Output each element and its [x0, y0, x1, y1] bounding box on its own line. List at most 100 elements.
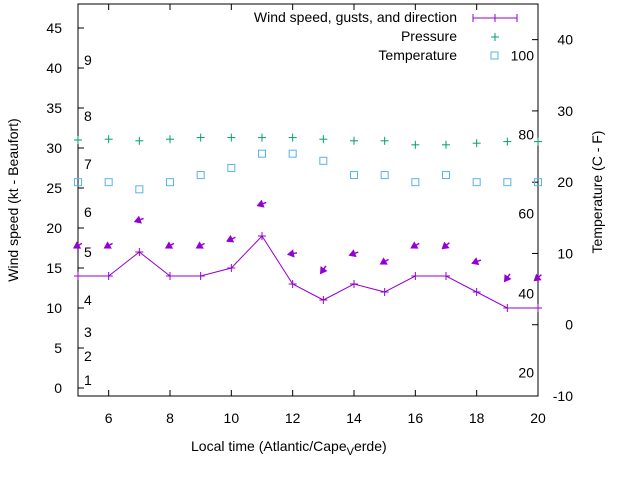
- gust-arrow: [471, 257, 482, 266]
- x-tick-label: 6: [105, 410, 113, 426]
- y-tick-label: 20: [46, 220, 62, 236]
- temperature-series: [74, 149, 542, 194]
- gust-arrow-head: [379, 257, 388, 265]
- plot-area-frame: [77, 3, 539, 397]
- temperature-point: [104, 178, 113, 187]
- gust-arrow: [410, 241, 420, 249]
- gust-arrow: [348, 249, 359, 258]
- gust-arrow: [533, 273, 542, 282]
- gust-arrow: [256, 199, 267, 208]
- temperature-point: [288, 149, 297, 158]
- pressure-point: [258, 133, 266, 142]
- temperature-point: [135, 185, 144, 194]
- gust-arrow-head: [471, 257, 480, 266]
- gust-arrow-head: [164, 241, 174, 249]
- fahrenheit-label: 80: [518, 126, 534, 142]
- x-tick-label: 16: [408, 410, 424, 426]
- temperature-point: [380, 171, 389, 180]
- wind-point: [227, 264, 236, 272]
- temperature-point: [534, 178, 542, 187]
- y-tick-label: 15: [46, 260, 62, 276]
- legend-temperature-sample: [490, 51, 499, 60]
- legend-pressure-sample: [491, 33, 499, 41]
- gust-direction-arrows: [72, 199, 542, 283]
- y-tick-label: 35: [46, 100, 62, 116]
- x-tick-label: 12: [285, 410, 301, 426]
- y2-tick-label: 0: [565, 317, 573, 333]
- gust-arrow-head: [226, 234, 235, 243]
- x-axis-ticks: 6 8 10 12 14 16 18 20: [105, 4, 546, 426]
- pressure-point: [104, 135, 113, 144]
- pressure-point: [74, 136, 82, 144]
- pressure-point: [411, 140, 420, 149]
- temperature-point: [503, 178, 512, 187]
- pressure-point: [442, 140, 450, 149]
- gust-arrow: [379, 257, 389, 265]
- pressure-point: [227, 133, 236, 142]
- y-tick-label: 40: [46, 60, 62, 76]
- gust-arrow-head: [133, 215, 142, 224]
- wind-point: [472, 288, 481, 296]
- wind-point: [350, 280, 358, 288]
- gust-arrow-head: [72, 241, 82, 249]
- y-axis-ticks: 0 5 10 15 20 25 30 35 40 45: [46, 20, 84, 396]
- pressure-point: [503, 137, 512, 146]
- gust-arrow: [319, 265, 328, 275]
- temperature-point: [411, 178, 420, 187]
- fahrenheit-label: 40: [518, 285, 534, 301]
- gust-arrow-head: [441, 241, 450, 250]
- y-tick-label: 25: [46, 180, 62, 196]
- y2-tick-label: 20: [557, 174, 573, 190]
- gust-arrow-head: [503, 274, 512, 283]
- pressure-point: [196, 133, 205, 142]
- wind-point: [74, 272, 82, 280]
- gust-arrow-head: [256, 199, 265, 208]
- beaufort-label: 5: [84, 244, 92, 260]
- fahrenheit-scale-labels: 20 40 60 80 100: [511, 47, 535, 380]
- x-tick-label: 14: [346, 410, 362, 426]
- legend-wind-sample: [472, 14, 518, 22]
- wind-point: [258, 232, 266, 240]
- pressure-point: [319, 135, 328, 144]
- gust-arrow-head: [286, 249, 295, 258]
- temperature-point: [319, 156, 328, 165]
- wind-point: [534, 304, 542, 312]
- gust-arrow: [195, 241, 205, 249]
- beaufort-scale-labels: 1 2 3 4 5 6 7 8 9: [84, 52, 92, 388]
- y2-axis-ticks: -10 0 10 20 30 40: [532, 32, 573, 404]
- y-tick-label: 5: [54, 340, 62, 356]
- gust-arrow-head: [319, 266, 328, 275]
- gust-arrow: [286, 249, 298, 258]
- wind-point: [319, 296, 328, 304]
- fahrenheit-label: 100: [511, 47, 535, 63]
- y2-tick-label: 10: [557, 245, 573, 261]
- pressure-point: [166, 135, 174, 144]
- gust-arrow-head: [103, 241, 112, 249]
- y-tick-label: 0: [54, 380, 62, 396]
- legend: Wind speed, gusts, and direction Pressur…: [254, 9, 518, 63]
- beaufort-label: 1: [84, 372, 92, 388]
- legend-pressure-label: Pressure: [401, 28, 457, 44]
- wind-line: [78, 235, 538, 309]
- temperature-point: [350, 171, 358, 180]
- gust-arrow-head: [410, 241, 419, 249]
- temperature-point: [74, 178, 82, 187]
- y2-tick-label: -10: [553, 388, 573, 404]
- beaufort-label: 3: [84, 324, 92, 340]
- y-tick-label: 45: [46, 20, 62, 36]
- wind-point: [411, 272, 420, 280]
- beaufort-label: 2: [84, 348, 92, 364]
- x-tick-label: 10: [224, 410, 240, 426]
- temperature-point: [196, 171, 205, 180]
- y-axis-label: Wind speed (kt - Beaufort): [5, 118, 21, 281]
- x-tick-label: 18: [469, 410, 485, 426]
- pressure-point: [534, 137, 542, 146]
- fahrenheit-label: 60: [518, 206, 534, 222]
- pressure-point: [350, 136, 358, 145]
- gust-arrow: [72, 241, 83, 249]
- beaufort-label: 9: [84, 52, 92, 68]
- gust-arrow-head: [533, 273, 542, 282]
- pressure-point: [472, 139, 481, 148]
- y-tick-label: 30: [46, 140, 62, 156]
